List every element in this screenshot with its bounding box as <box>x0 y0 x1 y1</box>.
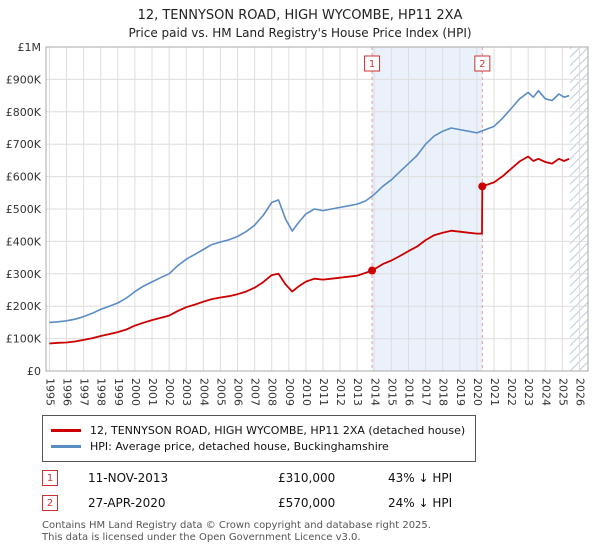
chart-subtitle: Price paid vs. HM Land Registry's House … <box>128 25 472 40</box>
x-axis-tick-label: 2011 <box>317 378 330 406</box>
legend-label-hpi: HPI: Average price, detached house, Buck… <box>90 439 389 453</box>
series-line-hpi <box>49 89 570 323</box>
x-axis-tick-label: 2012 <box>334 378 347 406</box>
x-axis-tick-label: 2009 <box>283 378 296 406</box>
sale-2-hpi-delta: 24% ↓ HPI <box>388 495 453 510</box>
x-axis-tick-label: 2010 <box>300 378 313 406</box>
price-history-chart[interactable]: £0 £100K £200K £300K £400K £500K £600K £700K £80… <box>0 41 600 413</box>
x-axis-tick-label: 2006 <box>231 378 244 406</box>
chart-header: 12, TENNYSON ROAD, HIGH WYCOMBE, HP11 2X… <box>0 0 600 41</box>
y-axis-tick-label: £300K <box>6 268 42 281</box>
y-axis-tick-label: £1M <box>18 41 42 54</box>
x-axis-tick-label: 2005 <box>214 378 227 406</box>
sale-2-price: £570,000 <box>278 495 336 510</box>
price-paid-line-swatch <box>51 428 81 432</box>
x-axis-tick-label: 1999 <box>112 378 125 406</box>
y-axis-tick-label: £0 <box>27 365 41 378</box>
legend-item-price-paid: 12, TENNYSON ROAD, HIGH WYCOMBE, HP11 2X… <box>51 424 465 437</box>
sale-2-number-badge: 2 <box>42 494 58 511</box>
sale-1-date: 11-NOV-2013 <box>88 470 169 485</box>
x-axis-tick-label: 2023 <box>522 378 535 406</box>
sale-1-price: £310,000 <box>278 470 336 485</box>
y-axis-tick-label: £600K <box>6 170 42 183</box>
sale-1-number-badge: 1 <box>42 469 58 486</box>
x-axis-tick-label: 1996 <box>61 378 74 406</box>
sale-1-hpi-delta: 43% ↓ HPI <box>388 470 453 485</box>
x-axis-tick-label: 2021 <box>488 378 501 406</box>
sale-number-box-1 <box>364 55 381 72</box>
sale-annotations: 1 11-NOV-2013 £310,000 43% ↓ HPI 2 27-AP… <box>42 469 600 511</box>
x-axis-tick-label: 2013 <box>351 378 364 406</box>
x-axis-tick-label: 2002 <box>163 378 176 406</box>
y-axis-tick-label: £100K <box>6 332 42 345</box>
y-axis-tick-label: £800K <box>6 106 42 119</box>
x-axis-tick-label: 2014 <box>368 378 381 406</box>
x-axis-tick-label: 1995 <box>43 378 56 406</box>
plot-frame <box>45 46 589 372</box>
attribution-line-2: This data is licensed under the Open Gov… <box>42 532 361 544</box>
series-line-price-paid <box>49 155 570 345</box>
sale-point-2 <box>478 182 487 191</box>
x-axis-tick-label: 2024 <box>539 378 552 406</box>
x-axis-tick-label: 2020 <box>471 378 484 406</box>
sale-point-1 <box>368 266 377 275</box>
x-axis-tick-label: 2008 <box>266 378 279 406</box>
x-axis-tick-label: 2004 <box>197 378 210 406</box>
x-axis-tick-label: 2022 <box>505 378 518 406</box>
x-axis-tick-label: 2017 <box>420 378 433 406</box>
y-axis-tick-label: £900K <box>6 73 42 86</box>
x-axis-tick-label: 2019 <box>454 378 467 406</box>
attribution-line-1: Contains HM Land Registry data © Crown c… <box>42 519 431 531</box>
y-axis-tick-label: £200K <box>6 300 42 313</box>
y-axis-tick-label: £400K <box>6 235 42 248</box>
attribution-footer: Contains HM Land Registry data © Crown c… <box>42 520 600 545</box>
x-axis-tick-label: 1998 <box>95 378 108 406</box>
x-axis-tick-label: 2003 <box>180 378 193 406</box>
hpi-line-swatch <box>51 444 81 448</box>
x-axis-tick-label: 1997 <box>78 378 91 406</box>
x-axis-tick-label: 2025 <box>556 378 569 406</box>
legend-item-hpi: HPI: Average price, detached house, Buck… <box>51 440 465 453</box>
x-axis-tick-label: 2016 <box>402 378 415 406</box>
x-axis-tick-label: 2001 <box>146 378 159 406</box>
legend-label-price-paid: 12, TENNYSON ROAD, HIGH WYCOMBE, HP11 2X… <box>90 423 466 437</box>
sale-annotation-1: 1 11-NOV-2013 £310,000 43% ↓ HPI <box>42 469 600 486</box>
sale-number-text-2: 2 <box>479 59 485 70</box>
y-axis-tick-label: £700K <box>6 138 42 151</box>
x-axis-tick-label: 2015 <box>385 378 398 406</box>
sale-2-date: 27-APR-2020 <box>88 495 166 510</box>
chart-title: 12, TENNYSON ROAD, HIGH WYCOMBE, HP11 2X… <box>137 8 463 23</box>
x-axis-tick-label: 2026 <box>573 378 586 406</box>
chart-legend: 12, TENNYSON ROAD, HIGH WYCOMBE, HP11 2X… <box>42 414 477 462</box>
x-axis-tick-label: 2018 <box>437 378 450 406</box>
y-axis-tick-label: £500K <box>6 203 42 216</box>
x-axis-tick-label: 2007 <box>249 378 262 406</box>
x-axis-tick-label: 2000 <box>129 378 142 406</box>
sale-annotation-2: 2 27-APR-2020 £570,000 24% ↓ HPI <box>42 494 600 511</box>
sale-number-box-2 <box>474 55 491 72</box>
sale-number-text-1: 1 <box>369 59 375 70</box>
